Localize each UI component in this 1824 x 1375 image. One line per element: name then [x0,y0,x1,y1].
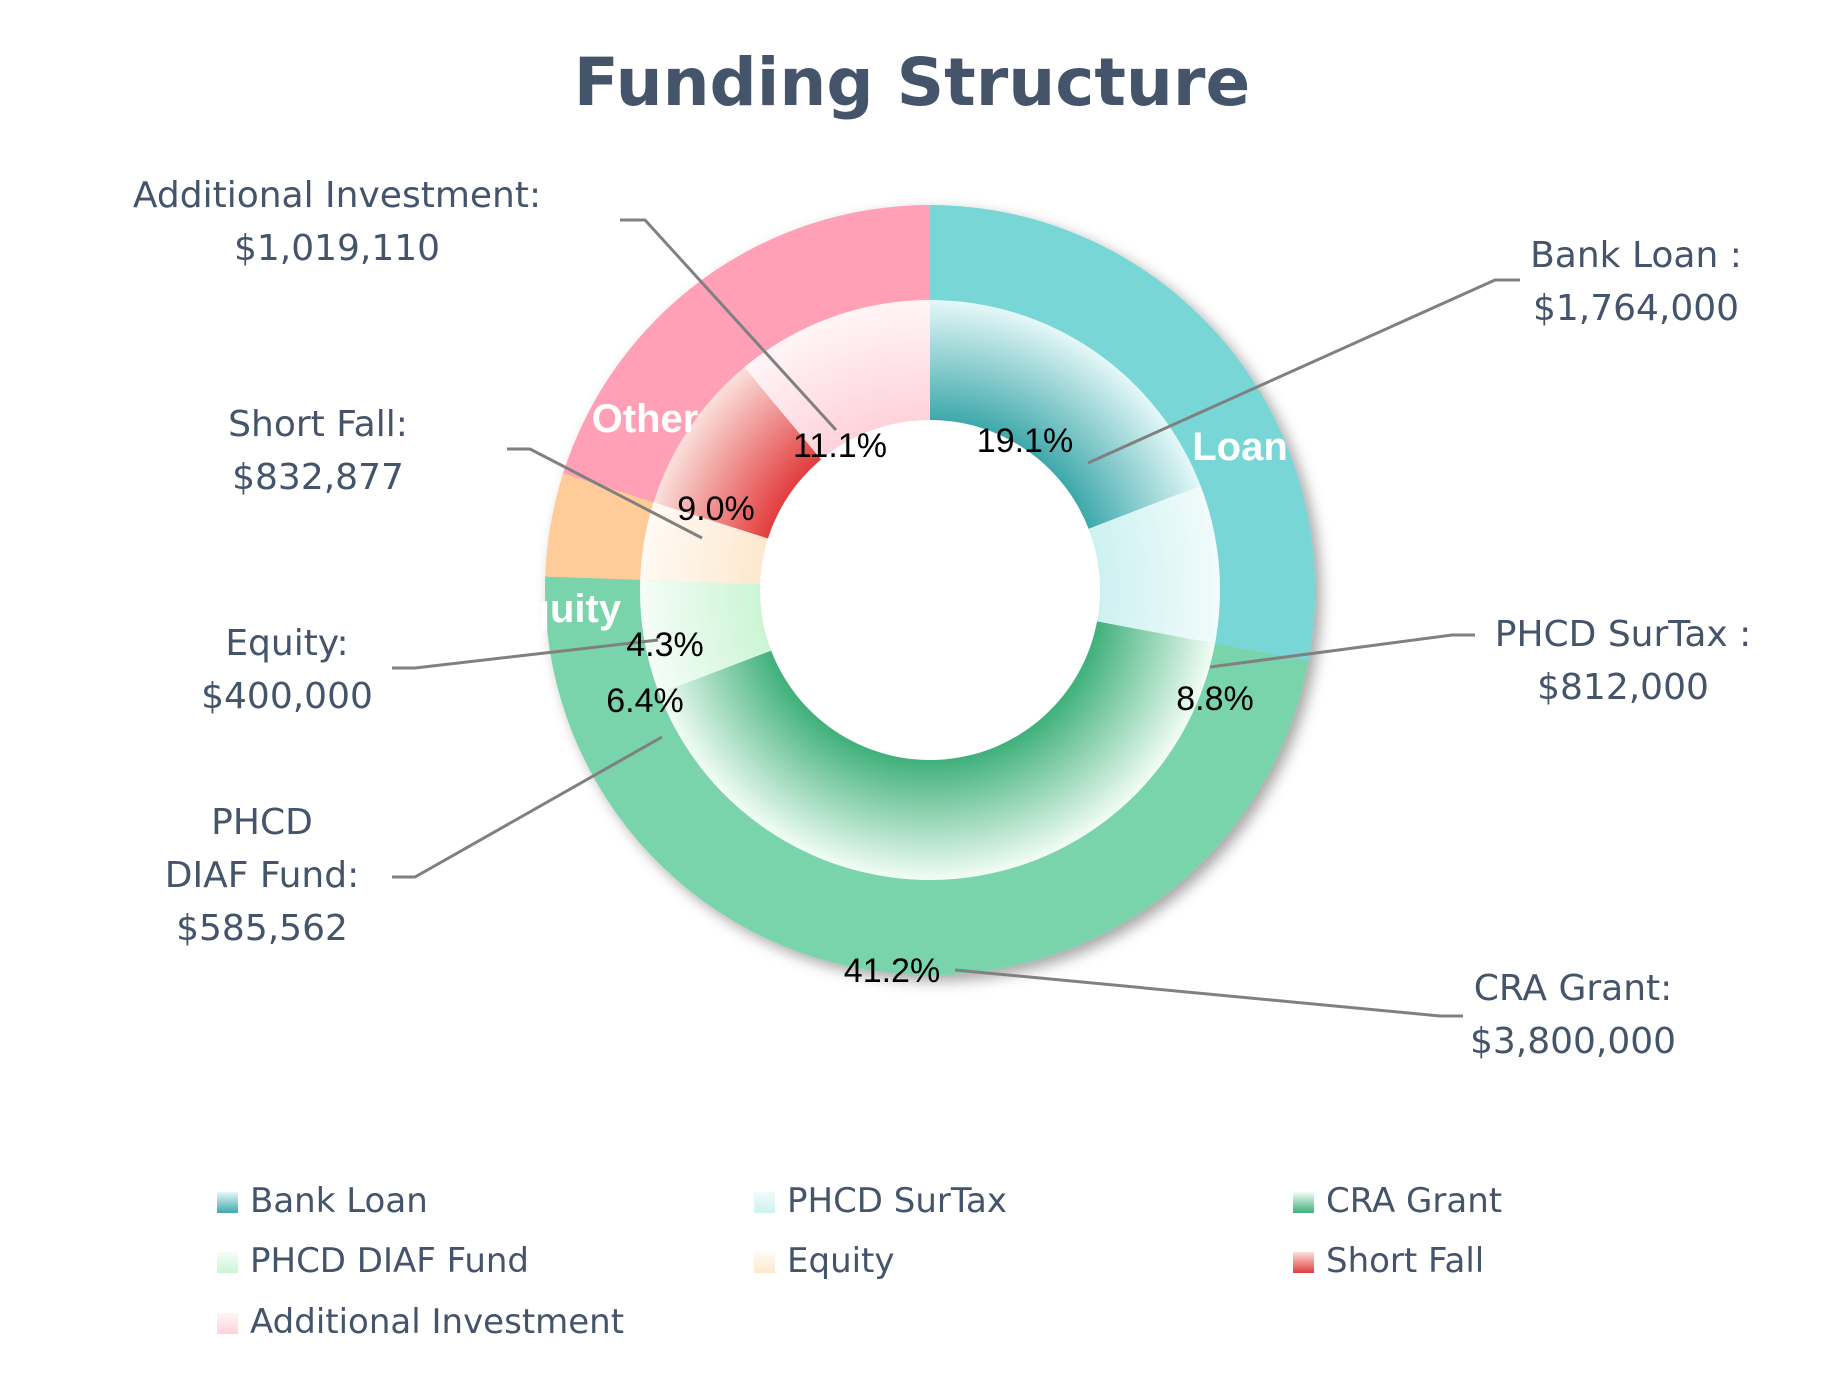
percent-label-short-fall: 9.0% [677,490,755,528]
leader-line-bank-loan [1087,278,1520,465]
legend-swatch [1293,1252,1314,1273]
legend-item-phcd-diaf-fund: PHCD DIAF Fund [217,1241,529,1281]
legend-label: Equity [787,1241,895,1281]
callout-label-phcd-diaf-fund: DIAF Fund: [165,855,359,896]
legend-item-phcd-surtax: PHCD SurTax [754,1181,1007,1221]
legend-label: CRA Grant [1326,1181,1502,1221]
inner-ring [640,300,1220,881]
leader-line-phcd-surtax [1209,633,1475,669]
percent-label-bank-loan: 19.1% [977,422,1073,460]
legend-swatch [217,1313,238,1334]
callout-value-additional-investment: $1,019,110 [234,228,440,269]
chart-title: Funding Structure [574,44,1250,121]
group-label-other: Other [592,397,699,441]
leader-line-equity [392,638,659,670]
outer-slice-other [563,205,930,509]
inner-slice-phcd-diaf-fund [640,579,772,694]
group-label-loan: Loan [1192,425,1288,469]
leader-lines [392,218,1520,1018]
callout-value-short-fall: $832,877 [232,457,404,498]
legend-item-additional-investment: Additional Investment [217,1302,624,1342]
group-label-equity: Equity [499,587,622,631]
legend-item-equity: Equity [754,1241,895,1281]
callout-label-cra-grant: CRA Grant: [1474,968,1673,1009]
callout-label-phcd-diaf-fund: PHCD [211,802,313,843]
legend-swatch [217,1252,238,1273]
legend-label: PHCD SurTax [787,1181,1007,1221]
legend-item-cra-grant: CRA Grant [1293,1181,1502,1221]
leader-line-short-fall [507,447,703,540]
callout-label-additional-investment: Additional Investment: [133,175,541,216]
group-label-grant: Grant [944,1055,1051,1099]
legend-label: PHCD DIAF Fund [250,1241,529,1281]
leader-line-phcd-diaf-fund [392,735,663,879]
callout-label-short-fall: Short Fall: [228,404,408,445]
inner-slice-short-fall [653,367,822,539]
percent-label-additional-investment: 11.1% [793,427,887,465]
outer-slice-equity [545,473,673,581]
callout-label-phcd-surtax: PHCD SurTax : [1495,614,1752,655]
callout-value-cra-grant: $3,800,000 [1470,1021,1676,1062]
leader-line-cra-grant [954,968,1463,1018]
legend-item-short-fall: Short Fall [1293,1241,1484,1281]
inner-slice-bank-loan [930,300,1201,529]
legend-label: Additional Investment [250,1302,624,1342]
callout-label-equity: Equity: [225,623,348,664]
inner-slice-cra-grant [659,621,1216,881]
callout-labels: Bank Loan : $1,764,000 PHCD SurTax : $812,0… [133,175,1751,1062]
percent-label-phcd-diaf-fund: 6.4% [606,682,684,720]
percent-label-cra-grant: 41.2% [844,952,940,990]
outer-slice-grant [545,576,1309,975]
legend-swatch [754,1192,775,1213]
inner-slice-phcd-surtax [1088,485,1220,644]
callout-value-equity: $400,000 [201,676,373,717]
callout-value-phcd-surtax: $812,000 [1537,667,1709,708]
callout-label-bank-loan: Bank Loan : [1530,235,1742,276]
legend-item-bank-loan: Bank Loan [217,1181,428,1221]
callout-value-bank-loan: $1,764,000 [1533,288,1739,329]
legend-swatch [217,1192,238,1213]
legend-label: Bank Loan [250,1181,428,1221]
legend-label: Short Fall [1326,1241,1484,1281]
percent-label-equity: 4.3% [626,626,704,664]
legend: Bank Loan PHCD SurTax CRA Grant PHCD DIAF F… [217,1181,1502,1342]
legend-swatch [754,1252,775,1273]
callout-value-phcd-diaf-fund: $585,562 [176,908,348,949]
leader-line-additional-investment [620,218,838,432]
group-labels: Loan Grant Equity Other [499,397,1288,1099]
inner-slice-additional-investment [744,300,930,460]
legend-swatch [1293,1192,1314,1213]
percent-labels: 19.1% 8.8% 41.2% 6.4% 4.3% 9.0% 11.1% [606,422,1254,990]
percent-label-phcd-surtax: 8.8% [1176,680,1254,718]
